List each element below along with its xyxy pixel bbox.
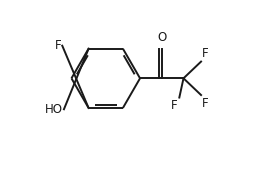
Text: F: F xyxy=(55,39,61,52)
Text: F: F xyxy=(202,47,209,60)
Text: HO: HO xyxy=(45,103,63,116)
Text: O: O xyxy=(157,31,166,44)
Text: F: F xyxy=(202,97,209,110)
Text: F: F xyxy=(171,99,178,112)
